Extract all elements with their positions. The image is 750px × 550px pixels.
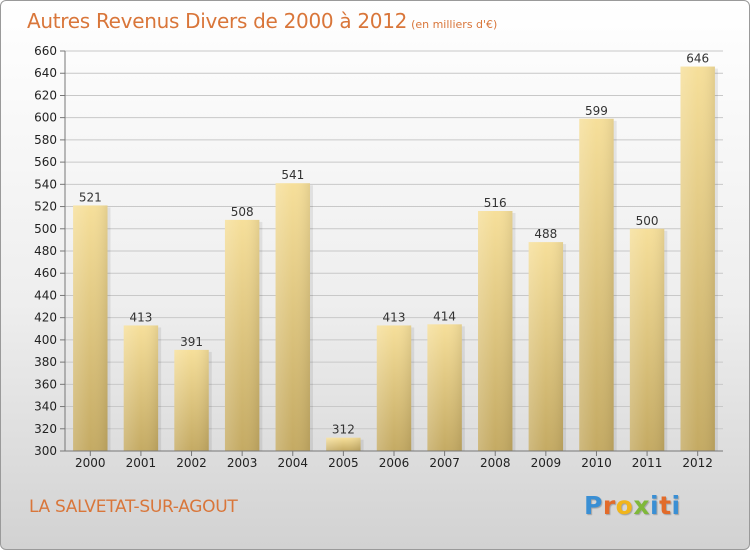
bar-value-label: 413	[383, 310, 406, 324]
x-tick-label: 2005	[328, 456, 359, 470]
x-tick-label: 2010	[581, 456, 612, 470]
bar-highlight	[275, 183, 310, 451]
bar-highlight	[427, 324, 462, 451]
x-tick-label: 2004	[277, 456, 308, 470]
logo-letter: x	[633, 491, 650, 520]
y-tick-label: 300	[34, 444, 57, 458]
logo-letter: i	[650, 491, 660, 520]
proxiti-logo: Proxiti	[584, 491, 681, 520]
y-tick-label: 400	[34, 333, 57, 347]
y-tick-label: 620	[34, 88, 57, 102]
x-tick-label: 2000	[75, 456, 106, 470]
y-tick-label: 540	[34, 177, 57, 191]
x-tick-label: 2003	[227, 456, 258, 470]
x-tick-label: 2007	[429, 456, 460, 470]
chart-title: Autres Revenus Divers de 2000 à 2012 (en …	[27, 9, 497, 33]
bar-value-label: 508	[231, 205, 254, 219]
bars: 521 413 391 508 541 312 413 414 516 488 599 500 646	[73, 52, 718, 452]
bar-value-label: 488	[534, 227, 557, 241]
bar-highlight	[224, 219, 260, 451]
logo-letter: i	[671, 491, 681, 520]
y-tick-label: 380	[34, 355, 57, 369]
bar-highlight	[629, 228, 665, 451]
chart-title-text: Autres Revenus Divers de 2000 à 2012	[27, 9, 408, 33]
y-tick-label: 580	[34, 133, 57, 147]
bar-highlight	[478, 211, 513, 451]
y-tick-label: 600	[34, 111, 57, 125]
logo-letter: t	[659, 491, 672, 520]
y-tick-label: 640	[34, 66, 57, 80]
chart-subtitle: (en milliers d'€)	[411, 18, 498, 31]
bar-value-label: 500	[636, 214, 659, 228]
bar-highlight	[376, 325, 412, 451]
bar-value-label: 413	[129, 310, 152, 324]
x-tick-label: 2011	[632, 456, 663, 470]
y-tick-label: 320	[34, 422, 57, 436]
x-tick-label: 2008	[480, 456, 511, 470]
bar-value-label: 599	[585, 104, 608, 118]
x-tick-label: 2002	[176, 456, 207, 470]
axes: 300 320 340 360 380 400 420 440 460 480 500 520 540 5…	[34, 44, 723, 470]
bar-highlight	[174, 349, 209, 451]
y-tick-label: 480	[34, 244, 57, 258]
y-tick-label: 420	[34, 311, 57, 325]
logo-letter: r	[602, 491, 616, 520]
logo-letter: P	[584, 491, 603, 520]
y-tick-label: 500	[34, 222, 57, 236]
bar-value-label: 646	[686, 52, 709, 66]
x-tick-label: 2009	[531, 456, 562, 470]
y-tick-label: 460	[34, 266, 57, 280]
bar-value-label: 391	[180, 335, 203, 349]
x-tick-label: 2012	[682, 456, 713, 470]
y-tick-label: 560	[34, 155, 57, 169]
y-tick-label: 360	[34, 377, 57, 391]
bar-value-label: 521	[79, 190, 102, 204]
y-tick-label: 660	[34, 44, 57, 58]
bar-highlight	[579, 118, 614, 452]
y-tick-label: 340	[34, 400, 57, 414]
bar-value-label: 312	[332, 423, 355, 437]
bar-highlight	[528, 242, 564, 451]
logo-letter: o	[615, 491, 634, 520]
bar-highlight	[680, 66, 715, 452]
bar-value-label: 414	[433, 309, 456, 323]
bar-highlight	[123, 325, 159, 451]
y-tick-label: 520	[34, 200, 57, 214]
y-tick-label: 440	[34, 288, 57, 302]
bar-highlight	[73, 205, 108, 451]
x-tick-label: 2006	[379, 456, 410, 470]
town-name: LA SALVETAT-SUR-AGOUT	[29, 497, 238, 517]
x-tick-label: 2001	[126, 456, 157, 470]
bar-highlight	[326, 437, 361, 451]
bar-value-label: 541	[281, 168, 304, 182]
bar-value-label: 516	[484, 196, 507, 210]
